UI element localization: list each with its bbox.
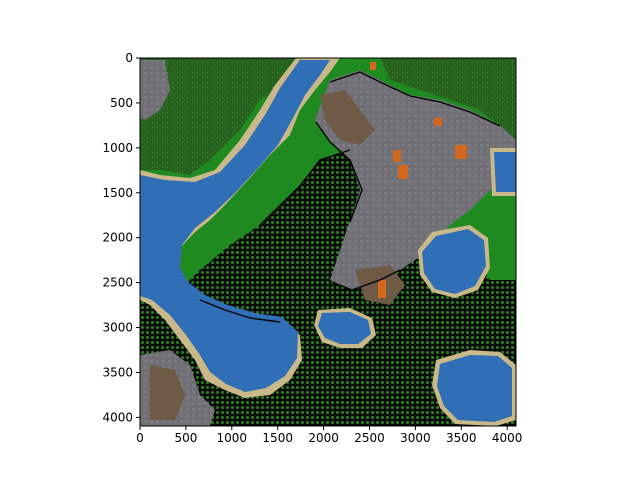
x-tick-label: 1500 — [262, 431, 293, 445]
dirt-region-south — [150, 365, 185, 420]
main-river — [140, 60, 330, 392]
y-tick-label: 4000 — [102, 410, 133, 424]
x-tick-label: 0 — [136, 431, 144, 445]
x-tick-label: 2500 — [354, 431, 385, 445]
lake-center — [318, 312, 371, 344]
y-axis: 0 500 1000 1500 2000 2500 3000 3500 4000 — [102, 51, 140, 424]
x-tick-label: 500 — [174, 431, 197, 445]
axes-frame — [139, 57, 517, 427]
x-tick-label: 2000 — [308, 431, 339, 445]
y-tick-label: 3500 — [102, 365, 133, 379]
lake-farest — [494, 152, 516, 192]
lava-spot — [393, 150, 401, 162]
x-tick-label: 3000 — [400, 431, 431, 445]
y-tick-label: 2500 — [102, 276, 133, 290]
lava-spot — [434, 118, 442, 126]
lava-spot — [378, 280, 386, 298]
map-image — [140, 58, 516, 426]
lava-spot — [398, 165, 408, 179]
y-tick-label: 1000 — [102, 141, 133, 155]
y-tick-label: 2000 — [102, 231, 133, 245]
x-tick-label: 4000 — [492, 431, 523, 445]
lake-east — [422, 229, 486, 294]
structure-outlines — [199, 71, 501, 323]
lava-spot — [455, 145, 467, 159]
dirt-region-north — [320, 90, 375, 145]
x-axis: 0 500 1000 1500 2000 2500 3000 3500 4000 — [136, 426, 522, 445]
y-tick-label: 0 — [125, 51, 133, 65]
y-tick-label: 500 — [110, 96, 133, 110]
lake-southeast — [437, 355, 512, 422]
x-tick-label: 3500 — [446, 431, 477, 445]
x-tick-label: 1000 — [217, 431, 248, 445]
north-forest-region — [140, 58, 300, 175]
rock-region-north — [140, 60, 170, 120]
y-tick-label: 3000 — [102, 321, 133, 335]
northeast-forest-region — [380, 58, 516, 140]
lava-spot — [370, 62, 376, 70]
y-tick-label: 1500 — [102, 186, 133, 200]
